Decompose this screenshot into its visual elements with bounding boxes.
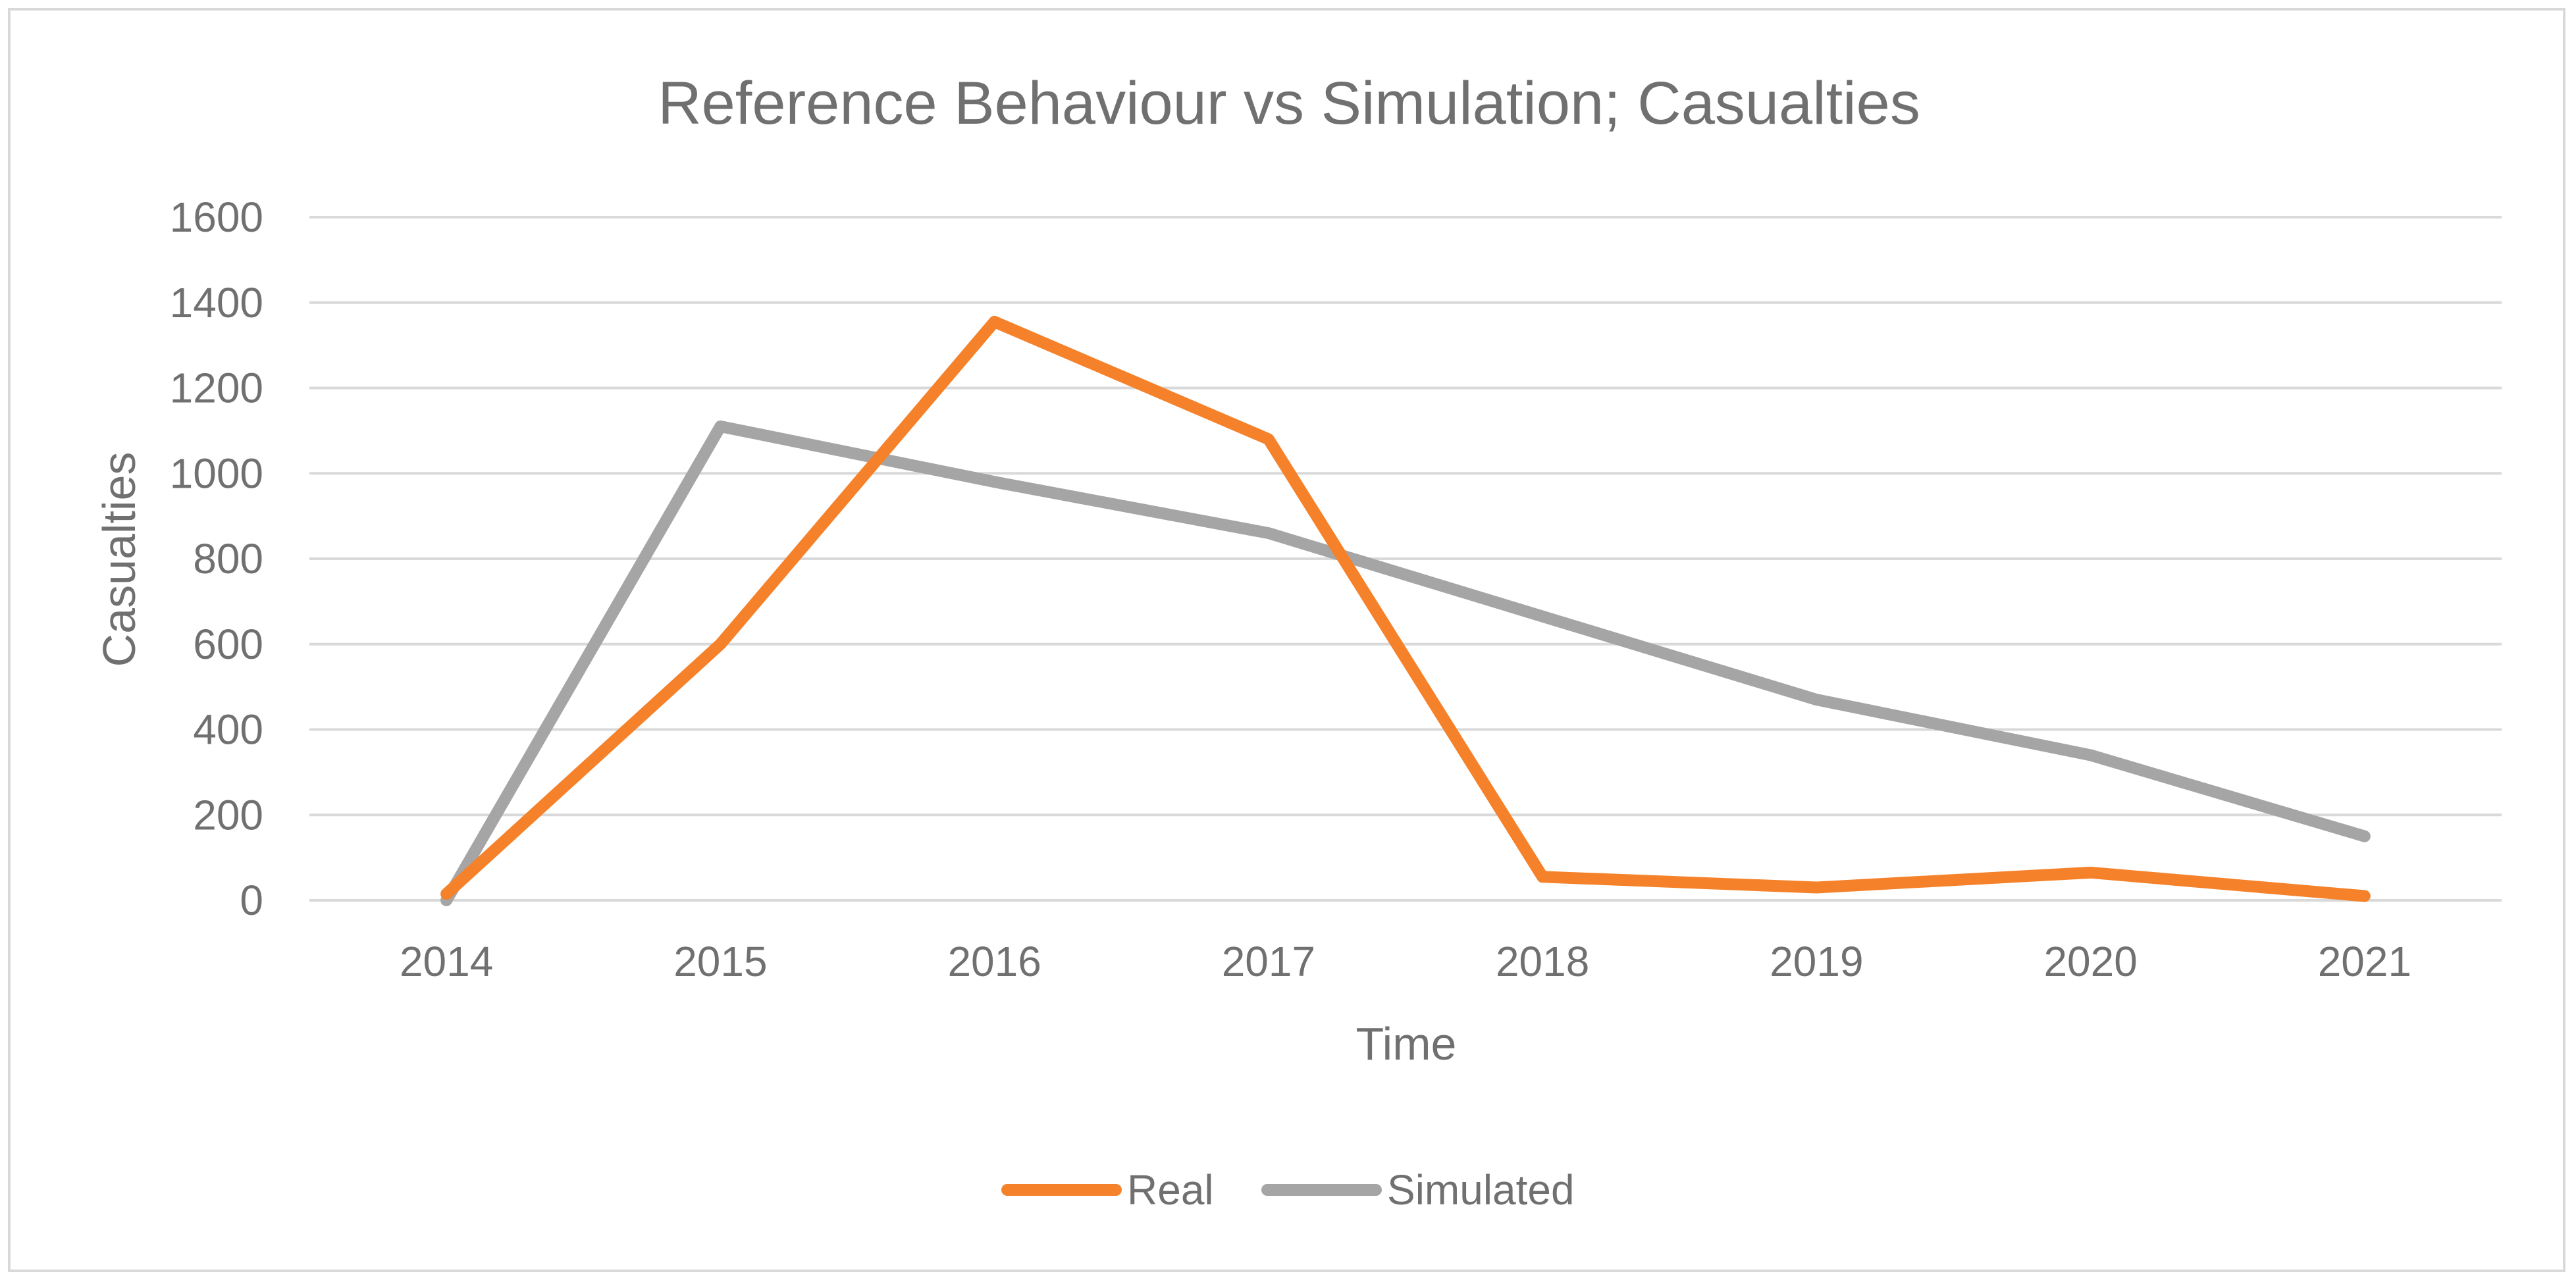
- x-tick-label: 2019: [1770, 938, 1863, 985]
- x-tick-label: 2015: [673, 938, 767, 985]
- y-tick-label: 600: [193, 621, 263, 668]
- y-tick-label: 1400: [170, 279, 263, 326]
- y-tick-label: 1000: [170, 449, 263, 497]
- y-tick-label: 400: [193, 706, 263, 754]
- x-tick-label: 2017: [1222, 938, 1315, 985]
- x-tick-label: 2020: [2043, 938, 2137, 985]
- series-line-simulated: [440, 420, 2371, 906]
- x-axis-title: Time: [1356, 1018, 1457, 1069]
- x-tick-label: 2016: [947, 938, 1041, 985]
- y-tick-label: 1200: [170, 365, 263, 412]
- legend-label-simulated: Simulated: [1387, 1166, 1575, 1214]
- y-tick-label: 200: [193, 791, 263, 838]
- x-axis-ticks: 2014 2015 2016 2017 2018 2019 2020 2021: [400, 938, 2411, 985]
- y-axis-title: Casualties: [93, 452, 145, 667]
- legend: Real Simulated: [1001, 1166, 1575, 1214]
- y-tick-label: 0: [240, 877, 263, 924]
- x-tick-label: 2021: [2318, 938, 2411, 985]
- gridlines: [309, 216, 2502, 902]
- series-line-real: [440, 315, 2371, 902]
- series-lines: [440, 315, 2371, 906]
- chart-title: Reference Behaviour vs Simulation; Casua…: [658, 70, 1920, 137]
- chart-frame: [8, 8, 2565, 1272]
- y-tick-label: 1600: [170, 193, 263, 241]
- x-tick-label: 2018: [1496, 938, 1589, 985]
- legend-label-real: Real: [1127, 1166, 1214, 1214]
- x-tick-label: 2014: [400, 938, 493, 985]
- y-tick-label: 800: [193, 535, 263, 582]
- y-axis-ticks: 0 200 400 600 800 1000 1200 1400 1600: [170, 193, 263, 924]
